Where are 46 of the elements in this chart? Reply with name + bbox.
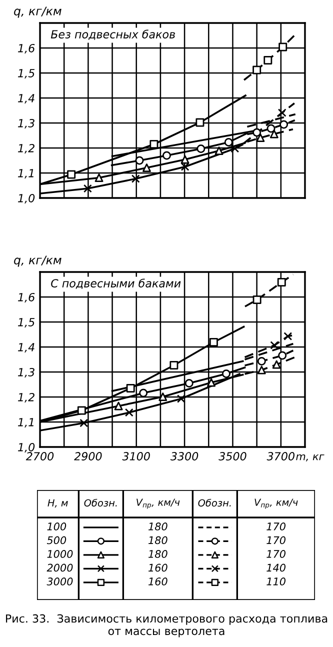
text: 160 [148,564,168,572]
y-tick-label: 1,5 [18,69,35,79]
text: Рис. 33. Зависимость километрового расхода топлива от массы вертолета [6,614,328,638]
text: Обозн. [198,498,231,507]
y-tick-label: 1,5 [18,318,35,328]
text: 180 [148,522,168,530]
text: 3000 [46,578,73,586]
y-tick-label: 1,0 [18,194,35,204]
y-tick-label: 1,4 [18,343,34,353]
text: Обозн. [84,498,117,507]
text: 100 [47,522,66,530]
x-tick-label: 3100 [122,452,150,460]
x-tick-label: 3700 [266,452,294,460]
text: 110 [266,578,286,586]
text: V$_{пр}$, км/ч [136,498,180,509]
y-tick-label: 1,3 [18,368,34,378]
x-tick-label: 3300 [170,452,198,460]
y-tick-label: 1,0 [18,442,35,453]
text: 170 [266,522,286,530]
text: 160 [148,578,168,586]
y-tick-label: 1,6 [18,44,35,54]
y-tick-label: 1,1 [18,418,34,428]
text: 170 [266,536,286,544]
text: 2000 [46,564,73,572]
text: 170 [266,550,286,558]
y-tick-label: 1,4 [18,94,34,104]
y-axis-title: q, кг/км [14,6,62,18]
y-tick-label: 1,2 [18,144,34,154]
text: 180 [148,550,168,558]
x-tick-label: 2900 [74,452,102,460]
text: 1000 [47,550,73,558]
text: 500 [46,536,66,544]
y-tick-label: 1,2 [18,392,34,403]
x-tick-label: 3500 [218,452,246,460]
text: H, м [48,499,68,508]
x-tick-label: 2700 [26,452,54,460]
y-tick-label: 1,1 [18,169,34,179]
y-axis-title: q, кг/км [14,256,62,267]
y-tick-label: 1,3 [18,118,34,129]
annotation: Без подвесных баков [50,30,175,40]
text: V$_{пр}$, км/ч [254,498,298,509]
annotation: С подвесными баками [51,278,181,289]
x-axis-title: m, кг [296,454,324,462]
text: 140 [266,564,286,572]
text: 180 [148,536,168,544]
y-tick-label: 1,6 [18,292,35,303]
